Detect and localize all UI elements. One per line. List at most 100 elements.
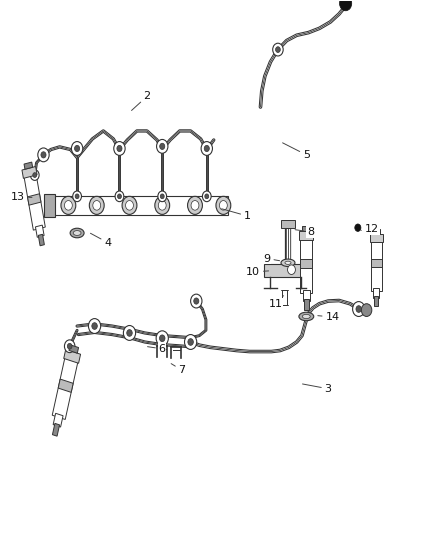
Circle shape (117, 146, 122, 151)
Circle shape (75, 194, 79, 199)
Circle shape (288, 265, 295, 274)
Bar (370, 234, 383, 241)
Circle shape (355, 224, 361, 231)
Text: 3: 3 (303, 384, 332, 394)
Bar (44, 193, 55, 217)
Bar (265, 264, 306, 277)
Circle shape (205, 194, 209, 199)
Circle shape (61, 196, 76, 214)
Circle shape (126, 200, 134, 210)
Bar (300, 235, 312, 293)
Circle shape (184, 335, 197, 350)
Text: 8: 8 (295, 227, 314, 237)
Circle shape (219, 200, 227, 210)
Circle shape (276, 47, 280, 52)
Ellipse shape (281, 259, 295, 266)
Bar (53, 423, 60, 436)
Bar (58, 379, 73, 392)
Circle shape (117, 194, 121, 199)
Bar (373, 288, 379, 298)
Bar (52, 353, 79, 419)
Circle shape (33, 173, 37, 177)
Bar (64, 350, 81, 364)
Circle shape (353, 302, 365, 317)
Circle shape (71, 142, 83, 156)
Bar (300, 259, 312, 268)
Ellipse shape (299, 312, 314, 321)
Circle shape (191, 294, 202, 308)
Circle shape (156, 331, 168, 346)
Circle shape (38, 148, 49, 162)
Text: 11: 11 (269, 296, 284, 309)
Text: 10: 10 (246, 267, 268, 277)
Circle shape (188, 338, 193, 345)
Circle shape (67, 343, 72, 349)
Circle shape (88, 319, 101, 334)
Circle shape (155, 196, 170, 214)
Circle shape (74, 146, 80, 151)
Circle shape (92, 322, 97, 329)
Circle shape (160, 194, 164, 199)
Circle shape (115, 191, 124, 201)
Bar (302, 226, 310, 231)
Circle shape (159, 335, 165, 342)
Circle shape (127, 329, 132, 336)
Bar (53, 413, 63, 427)
Circle shape (64, 340, 75, 353)
Circle shape (339, 0, 352, 11)
Text: 4: 4 (91, 233, 111, 247)
Circle shape (160, 143, 165, 149)
Text: 12: 12 (361, 224, 379, 235)
Circle shape (273, 43, 283, 56)
Bar (38, 235, 44, 246)
Circle shape (93, 200, 101, 210)
Circle shape (361, 304, 372, 317)
Circle shape (204, 146, 209, 151)
Bar (282, 290, 287, 305)
Text: 1: 1 (222, 209, 251, 221)
Bar (23, 170, 45, 230)
Circle shape (216, 196, 231, 214)
Text: 2: 2 (131, 91, 151, 110)
Circle shape (158, 200, 166, 210)
Bar (304, 300, 308, 310)
Circle shape (156, 140, 168, 154)
Text: 9: 9 (264, 254, 279, 263)
Bar (373, 229, 380, 234)
Circle shape (64, 200, 72, 210)
Circle shape (122, 196, 137, 214)
Bar (371, 237, 382, 290)
Circle shape (114, 142, 125, 156)
Circle shape (158, 191, 166, 201)
Circle shape (202, 191, 211, 201)
Circle shape (41, 152, 46, 158)
Bar (303, 290, 310, 301)
Circle shape (89, 196, 104, 214)
Ellipse shape (285, 261, 291, 264)
Bar (24, 162, 33, 169)
Circle shape (191, 200, 199, 210)
Bar (69, 345, 78, 353)
Ellipse shape (70, 228, 84, 238)
Text: 6: 6 (148, 344, 166, 354)
Bar (35, 225, 44, 237)
Bar (53, 196, 228, 215)
Bar (22, 166, 37, 179)
Circle shape (73, 191, 81, 201)
Circle shape (356, 306, 361, 312)
Text: 5: 5 (283, 143, 310, 160)
Text: 7: 7 (171, 364, 185, 375)
Circle shape (194, 298, 199, 304)
Circle shape (187, 196, 202, 214)
Circle shape (124, 326, 136, 341)
Text: 14: 14 (318, 312, 339, 322)
Ellipse shape (73, 231, 81, 236)
Circle shape (30, 169, 39, 180)
Ellipse shape (302, 314, 310, 319)
Circle shape (201, 142, 212, 156)
Bar (282, 220, 294, 228)
Bar (28, 194, 41, 205)
Bar (374, 296, 378, 306)
Text: 13: 13 (11, 192, 32, 203)
Bar (299, 231, 313, 240)
